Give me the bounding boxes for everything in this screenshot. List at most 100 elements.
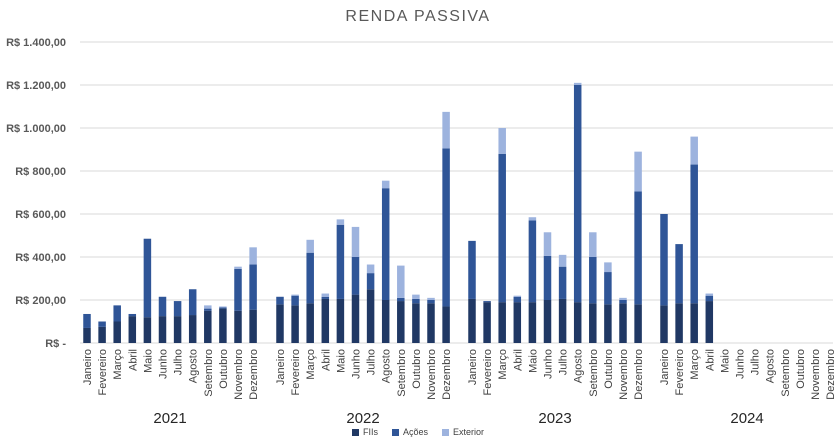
bar-segment <box>351 257 360 295</box>
bar-segment <box>675 244 683 304</box>
x-tick-label: Março <box>112 349 124 380</box>
bar-segment <box>276 304 284 343</box>
legend-label-exterior: Exterior <box>453 427 485 437</box>
bar-segment <box>604 262 612 273</box>
bar-segment <box>483 301 491 303</box>
bar-segment <box>83 327 91 343</box>
bar-segment <box>427 303 435 343</box>
x-tick-label: Maio <box>335 349 347 373</box>
bar-segment <box>498 128 506 154</box>
bar-segment <box>412 303 420 343</box>
bar-segment <box>513 302 522 343</box>
bar-segment <box>306 239 314 253</box>
bar-segment <box>366 289 375 343</box>
bar-segment <box>366 264 375 274</box>
x-tick-label: Janeiro <box>82 349 94 385</box>
bar-segment <box>427 297 435 300</box>
bar-segment <box>634 304 642 343</box>
year-label: 2023 <box>538 410 571 427</box>
bar-segment <box>306 252 314 304</box>
bar-segment <box>143 238 152 318</box>
bar-segment <box>412 294 420 299</box>
bar-segment <box>397 301 405 343</box>
bar-segment <box>83 313 91 328</box>
bar-segment <box>604 272 612 305</box>
bar-segment <box>381 300 390 343</box>
x-tick-label: Novembro <box>618 349 630 400</box>
x-tick-label: Julho <box>366 349 378 375</box>
bar-segment <box>128 313 137 317</box>
bar-segment <box>705 295 714 302</box>
x-tick-label: Abril <box>320 349 332 371</box>
bar-segment <box>204 305 212 309</box>
bar-segment <box>249 247 257 265</box>
x-tick-label: Março <box>689 349 701 380</box>
bar-segment <box>604 304 612 343</box>
x-tick-label: Agosto <box>765 349 777 383</box>
bar-segment <box>589 303 597 343</box>
bar-segment <box>98 326 106 343</box>
bar-segment <box>249 264 257 310</box>
x-tick-label: Fevereiro <box>482 349 494 395</box>
legend-label-fiis: FIIs <box>362 427 378 437</box>
legend-swatch-acoes <box>391 428 399 436</box>
bar-segment <box>351 226 360 257</box>
bar-segment <box>558 254 567 267</box>
x-tick-label: Maio <box>719 349 731 373</box>
bar-segment <box>321 296 330 299</box>
x-tick-label: Outubro <box>218 349 230 389</box>
bar-segment <box>98 321 106 327</box>
bar-segment <box>589 257 597 304</box>
x-tick-label: Setembro <box>396 349 408 397</box>
x-tick-label: Outubro <box>795 349 807 389</box>
bar-segment <box>589 232 597 257</box>
bar-segment <box>336 298 345 343</box>
x-tick-label: Setembro <box>780 349 792 397</box>
x-tick-label: Dezembro <box>248 349 260 400</box>
y-tick-label: R$ 200,00 <box>15 295 66 307</box>
bar-segment <box>128 316 137 343</box>
bar-segment <box>158 316 167 343</box>
x-tick-label: Dezembro <box>825 349 836 400</box>
legend-swatch-fiis <box>351 428 359 436</box>
bar-segment <box>219 307 227 309</box>
bar-segment <box>204 308 212 311</box>
x-tick-label: Julho <box>173 349 185 375</box>
year-label: 2021 <box>153 410 186 427</box>
bar-segment <box>558 266 567 299</box>
bar-segment <box>675 303 683 343</box>
bar-segment <box>573 82 582 85</box>
bar-segment <box>234 268 242 311</box>
bar-segment <box>619 303 627 343</box>
bar-segment <box>634 191 642 305</box>
bar-segment <box>705 301 714 343</box>
x-tick-label: Fevereiro <box>674 349 686 395</box>
bar-segment <box>660 214 668 306</box>
bar-segment <box>366 273 375 290</box>
bar-segment <box>528 220 537 303</box>
x-tick-label: Janeiro <box>275 349 287 385</box>
bar-segment <box>173 316 182 343</box>
bar-segment <box>291 305 299 343</box>
x-tick-label: Novembro <box>233 349 245 400</box>
legend-item-fiis: FIIs <box>351 427 378 437</box>
y-tick-label: R$ 800,00 <box>15 166 66 178</box>
bar-segment <box>249 309 257 343</box>
x-tick-label: Junho <box>158 349 170 379</box>
y-tick-label: R$ 1.000,00 <box>6 123 66 135</box>
bar-segment <box>442 148 450 307</box>
bar-segment <box>468 298 476 343</box>
bar-segment <box>558 298 567 343</box>
bar-segment <box>291 295 299 306</box>
x-tick-label: Junho <box>351 349 363 379</box>
y-tick-label: R$ 1.200,00 <box>6 80 66 92</box>
bar-segment <box>188 289 197 316</box>
bar-segment <box>543 232 552 256</box>
x-tick-label: Setembro <box>203 349 215 397</box>
bar-segment <box>690 303 698 343</box>
bar-segment <box>619 300 627 304</box>
bar-segment <box>113 305 121 322</box>
bar-segment <box>573 85 582 303</box>
